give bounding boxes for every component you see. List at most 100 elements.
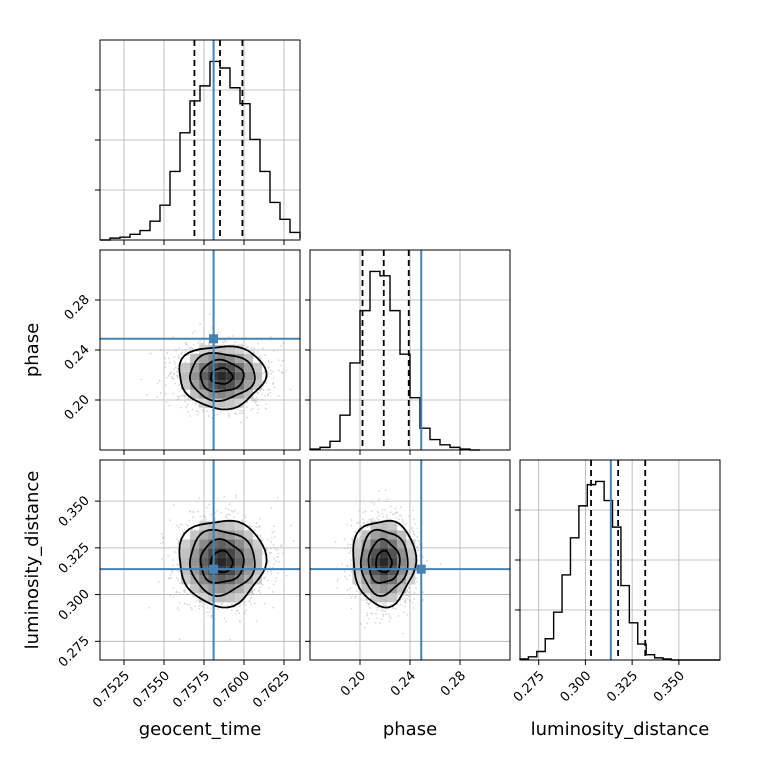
- density-cell: [235, 521, 245, 531]
- density-cell: [388, 521, 398, 531]
- density-cell: [190, 575, 200, 585]
- density-cell: [253, 380, 263, 390]
- contour-phase-luminosity_distance-1: [367, 538, 401, 584]
- contour-geocent_time-phase-0: [209, 367, 234, 385]
- density-cell: [235, 344, 245, 354]
- density-cell: [406, 557, 416, 567]
- density-cell: [244, 566, 254, 576]
- density-cell: [370, 557, 380, 567]
- density-cell: [370, 575, 380, 585]
- density-cell: [370, 521, 380, 531]
- contour-phase-luminosity_distance-0: [375, 549, 393, 574]
- density-cell: [217, 566, 227, 576]
- truth-marker-phase-luminosity_distance: [416, 564, 426, 574]
- density-cell: [199, 371, 209, 381]
- density-cell: [397, 530, 407, 540]
- density-cell: [199, 530, 209, 540]
- density-cell: [217, 353, 227, 363]
- density-cell: [370, 593, 380, 603]
- density-cell: [217, 575, 227, 585]
- x-axis-label-phase: phase: [383, 719, 437, 740]
- density-cell: [226, 557, 236, 567]
- density-cell: [370, 530, 380, 540]
- histogram-geocent_time: [100, 60, 301, 241]
- density-cell: [370, 548, 380, 558]
- density-cell: [226, 344, 236, 354]
- density-cell: [397, 566, 407, 576]
- density-cell: [244, 353, 254, 363]
- joint-panel-geocent_time-luminosity_distance: [95, 459, 301, 665]
- density-cell: [235, 566, 245, 576]
- density-cell: [397, 584, 407, 594]
- density-cell: [361, 539, 371, 549]
- density-cell: [226, 548, 236, 558]
- density-cell: [388, 557, 398, 567]
- density-cell: [244, 362, 254, 372]
- density-cell: [190, 362, 200, 372]
- contour-geocent_time-phase-3: [178, 345, 268, 411]
- density-cell: [397, 557, 407, 567]
- contour-geocent_time-phase-1: [199, 358, 245, 393]
- histogram-phase: [309, 270, 480, 451]
- density-cell: [235, 371, 245, 381]
- density-cell: [388, 539, 398, 549]
- density-cell: [181, 380, 191, 390]
- density-cell: [406, 539, 416, 549]
- density-cell: [235, 353, 245, 363]
- density-cell: [244, 380, 254, 390]
- hist-panel-phase: [305, 249, 511, 455]
- density-cell: [406, 548, 416, 558]
- density-cell: [235, 593, 245, 603]
- density-cell: [253, 557, 263, 567]
- density-cell: [352, 557, 362, 567]
- density-cell: [370, 566, 380, 576]
- density-cell: [361, 584, 371, 594]
- density-cell: [226, 380, 236, 390]
- density-cell: [217, 557, 227, 567]
- density-cell: [370, 584, 380, 594]
- density-cell: [226, 398, 236, 408]
- density-cell: [190, 548, 200, 558]
- density-cell: [352, 566, 362, 576]
- density-cell: [199, 539, 209, 549]
- density-cell: [217, 344, 227, 354]
- density-cell: [253, 539, 263, 549]
- hist-panel-luminosity_distance: [515, 459, 721, 665]
- density-cell: [199, 575, 209, 585]
- density-cell: [181, 362, 191, 372]
- density-cell: [190, 530, 200, 540]
- density-cell: [199, 521, 209, 531]
- density-cell: [253, 362, 263, 372]
- panel-frame-phase-luminosity_distance: [309, 459, 511, 661]
- density-cell: [226, 389, 236, 399]
- density-cell: [226, 584, 236, 594]
- density-cell: [226, 353, 236, 363]
- density-cell: [244, 557, 254, 567]
- density-cell: [190, 380, 200, 390]
- density-cell: [388, 566, 398, 576]
- density-cell: [226, 371, 236, 381]
- panel-frame-geocent_time: [99, 39, 301, 241]
- histogram-luminosity_distance: [519, 480, 720, 661]
- density-cell: [244, 389, 254, 399]
- density-cell: [190, 389, 200, 399]
- density-cell: [253, 566, 263, 576]
- density-cell: [217, 371, 227, 381]
- density-cell: [388, 593, 398, 603]
- contour-geocent_time-luminosity_distance-3: [178, 519, 268, 609]
- density-cell: [226, 362, 236, 372]
- density-cell: [190, 353, 200, 363]
- density-cell: [226, 593, 236, 603]
- density-cell: [397, 539, 407, 549]
- density-cell: [199, 557, 209, 567]
- joint-panel-geocent_time-phase: [95, 249, 301, 455]
- density-cell: [217, 398, 227, 408]
- density-cell: [181, 371, 191, 381]
- contour-geocent_time-luminosity_distance-1: [199, 538, 245, 584]
- density-cell: [235, 575, 245, 585]
- density-cell: [361, 566, 371, 576]
- density-cell: [217, 593, 227, 603]
- density-cell: [253, 548, 263, 558]
- density-cell: [217, 548, 227, 558]
